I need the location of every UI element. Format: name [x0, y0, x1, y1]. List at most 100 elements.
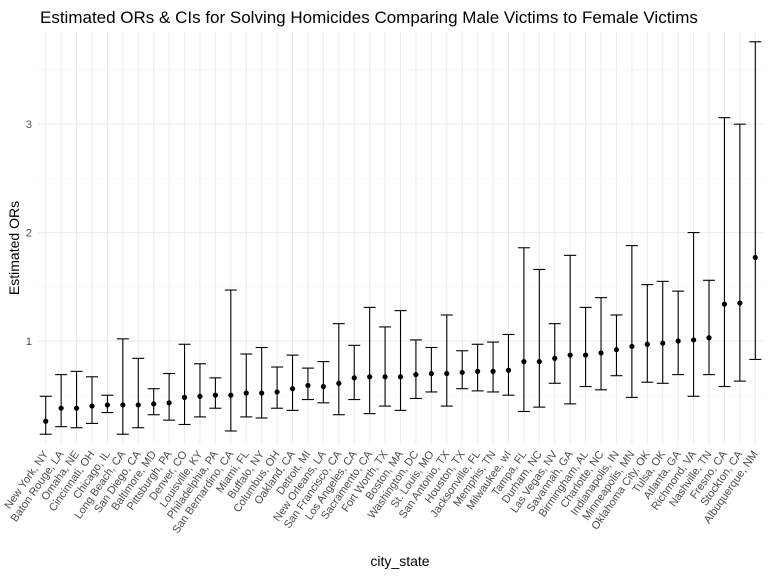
- errorbar-43: [703, 279, 716, 376]
- y-axis-label: Estimated ORs: [6, 201, 22, 295]
- point-estimate: [151, 401, 157, 407]
- point-estimate: [197, 393, 203, 399]
- point-estimate: [289, 386, 296, 392]
- point-estimate: [181, 394, 188, 400]
- y-axis: 1 2 3: [26, 119, 32, 348]
- point-estimate: [737, 300, 743, 306]
- errorbar-17: [301, 367, 314, 401]
- errorbar-38: [625, 245, 638, 398]
- errorbar-34: [564, 254, 577, 405]
- errorbar-0: [39, 395, 52, 435]
- chart-title: Estimated ORs & CIs for Solving Homicide…: [40, 8, 698, 27]
- point-estimate: [521, 359, 527, 365]
- errorbar-27: [456, 350, 469, 390]
- errorbar-10: [193, 363, 206, 418]
- errorbar-25: [425, 346, 438, 393]
- point-estimate: [259, 390, 265, 396]
- point-estimate: [536, 359, 542, 365]
- errorbar-40: [656, 280, 669, 384]
- point-estimate: [613, 347, 620, 353]
- errorbar-11: [209, 377, 222, 409]
- point-estimate: [752, 254, 758, 261]
- point-estimate: [320, 383, 326, 390]
- point-estimate: [721, 301, 728, 307]
- point-estimate: [567, 352, 573, 358]
- point-estimate: [629, 343, 635, 350]
- point-estimate: [243, 390, 249, 396]
- point-estimate: [644, 341, 650, 347]
- point-estimate: [505, 367, 512, 373]
- errorbar-8: [163, 372, 176, 421]
- point-estimate: [706, 335, 712, 341]
- errorbar-45: [733, 123, 746, 382]
- errorbar-14: [255, 346, 268, 419]
- errorbar-37: [610, 314, 623, 377]
- errorbar-39: [641, 284, 654, 383]
- point-estimate: [73, 405, 80, 411]
- point-estimate: [583, 352, 589, 358]
- x-axis-label: city_state: [370, 553, 429, 569]
- point-estimate: [552, 355, 558, 361]
- point-estimate: [166, 400, 172, 406]
- errorbar-6: [132, 357, 145, 429]
- point-estimate: [336, 380, 342, 386]
- errorbar-12: [224, 289, 237, 432]
- errorbar-22: [379, 326, 392, 407]
- errorbar-1: [55, 374, 68, 428]
- errorbar-16: [286, 354, 299, 411]
- data-marks: [39, 41, 762, 435]
- point-estimate: [58, 405, 64, 411]
- errorbar-21: [363, 306, 376, 415]
- errorbar-44: [718, 117, 731, 388]
- errorbar-32: [533, 268, 546, 408]
- point-estimate: [675, 338, 681, 344]
- point-estimate: [351, 375, 357, 381]
- point-estimate: [475, 368, 481, 374]
- point-estimate: [397, 374, 404, 380]
- point-estimate: [444, 370, 450, 377]
- errorbar-33: [548, 323, 561, 384]
- errorbar-42: [687, 232, 700, 397]
- point-estimate: [120, 402, 126, 408]
- y-tick-label: 1: [26, 336, 32, 348]
- errorbar-5: [116, 338, 129, 435]
- point-estimate: [305, 382, 311, 389]
- point-estimate: [690, 337, 697, 343]
- errorbar-29: [487, 341, 500, 393]
- errorbar-4: [101, 394, 114, 414]
- point-estimate: [274, 389, 280, 395]
- errorbar-20: [348, 344, 361, 401]
- errorbar-3: [85, 376, 98, 424]
- point-estimate: [104, 402, 111, 408]
- point-estimate: [428, 370, 434, 377]
- errorbar-28: [471, 343, 484, 392]
- errorbar-2: [70, 370, 83, 429]
- errorbar-36: [595, 297, 608, 391]
- errorbar-23: [394, 310, 407, 411]
- point-estimate: [382, 374, 388, 380]
- errorbar-41: [672, 290, 685, 376]
- point-estimate: [413, 372, 419, 378]
- point-estimate: [598, 350, 604, 356]
- y-tick-label: 2: [26, 228, 32, 240]
- errorbar-31: [517, 247, 530, 413]
- errorbar-30: [502, 333, 515, 396]
- y-tick-label: 3: [26, 119, 32, 131]
- point-estimate: [660, 340, 666, 346]
- point-estimate: [459, 369, 465, 376]
- errorbar-9: [178, 343, 191, 426]
- errorbar-19: [332, 323, 345, 416]
- errorbar-35: [579, 306, 592, 388]
- errorbar-26: [440, 314, 453, 407]
- point-estimate: [212, 392, 218, 398]
- point-estimate: [89, 403, 95, 409]
- point-estimate: [43, 418, 49, 424]
- errorbar-13: [240, 353, 253, 418]
- errorbar-15: [271, 366, 284, 409]
- errorbar-24: [409, 339, 422, 400]
- errorbar-7: [147, 388, 160, 416]
- errorbar-18: [317, 361, 330, 404]
- errorbar-46: [749, 41, 762, 360]
